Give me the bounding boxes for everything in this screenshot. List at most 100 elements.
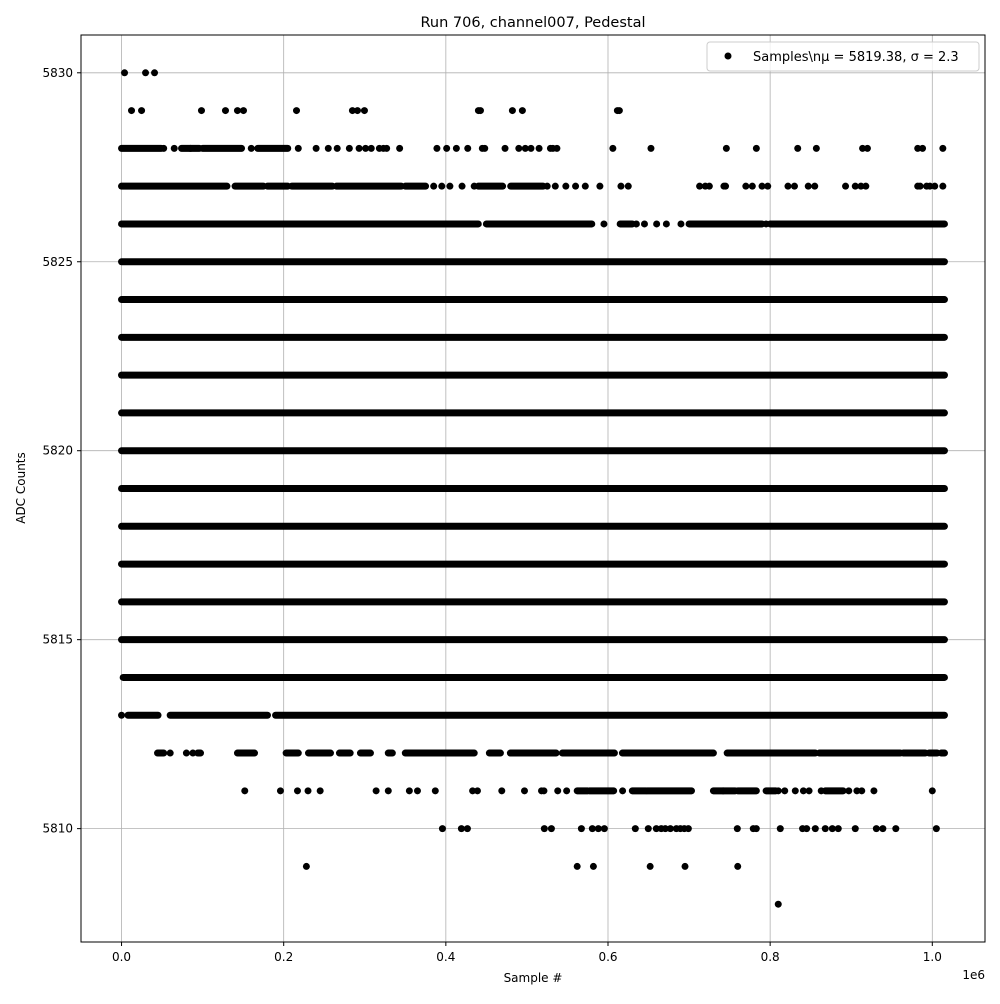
data-point bbox=[666, 825, 674, 833]
y-tick-label: 5815 bbox=[42, 633, 73, 647]
data-point bbox=[345, 144, 353, 152]
data-point bbox=[632, 220, 640, 228]
data-point bbox=[540, 825, 548, 833]
data-point bbox=[476, 107, 484, 115]
data-point bbox=[834, 825, 842, 833]
data-point bbox=[845, 787, 853, 795]
data-point bbox=[573, 862, 581, 870]
x-tick-label: 0.0 bbox=[112, 950, 131, 964]
data-point bbox=[360, 107, 368, 115]
data-point bbox=[842, 182, 850, 190]
data-point bbox=[572, 182, 580, 190]
data-point bbox=[914, 144, 922, 152]
data-point bbox=[646, 862, 654, 870]
data-point bbox=[518, 107, 526, 115]
data-point bbox=[396, 144, 404, 152]
data-point bbox=[600, 825, 608, 833]
data-point bbox=[828, 825, 836, 833]
data-point bbox=[138, 107, 146, 115]
data-point bbox=[182, 749, 190, 757]
data-point bbox=[562, 182, 570, 190]
data-point bbox=[464, 144, 472, 152]
data-point bbox=[166, 749, 174, 757]
data-point bbox=[540, 787, 548, 795]
data-point bbox=[752, 144, 760, 152]
data-point bbox=[446, 182, 454, 190]
data-point bbox=[563, 787, 571, 795]
data-point bbox=[853, 787, 861, 795]
y-tick-label: 5810 bbox=[42, 822, 73, 836]
data-point bbox=[521, 144, 529, 152]
data-point bbox=[892, 825, 900, 833]
data-point bbox=[857, 182, 865, 190]
data-point bbox=[239, 107, 247, 115]
data-point bbox=[734, 862, 742, 870]
data-point bbox=[939, 182, 947, 190]
data-point bbox=[742, 182, 750, 190]
data-point bbox=[312, 144, 320, 152]
data-point bbox=[916, 182, 924, 190]
data-point bbox=[879, 825, 887, 833]
data-point bbox=[160, 144, 168, 152]
data-point bbox=[294, 144, 302, 152]
data-point bbox=[774, 900, 782, 908]
data-point bbox=[470, 182, 478, 190]
data-point bbox=[752, 825, 760, 833]
data-point bbox=[413, 787, 421, 795]
data-point bbox=[430, 182, 438, 190]
data-point bbox=[463, 825, 471, 833]
data-point bbox=[293, 107, 301, 115]
data-point bbox=[367, 144, 375, 152]
data-point bbox=[197, 107, 205, 115]
data-point bbox=[501, 144, 509, 152]
data-point bbox=[662, 220, 670, 228]
data-point bbox=[640, 220, 648, 228]
data-point bbox=[362, 144, 370, 152]
data-point bbox=[383, 144, 391, 152]
data-point bbox=[821, 825, 829, 833]
data-point bbox=[543, 182, 551, 190]
data-point bbox=[431, 787, 439, 795]
data-point bbox=[615, 107, 623, 115]
data-point bbox=[348, 107, 356, 115]
data-point bbox=[805, 787, 813, 795]
ticks: 0.0 0.2 0.4 0.6 0.8 1.0 5810 5815 5820 5825 5830 bbox=[42, 66, 941, 964]
data-point bbox=[647, 144, 655, 152]
data-point bbox=[684, 825, 692, 833]
data-point bbox=[677, 220, 685, 228]
data-point bbox=[862, 182, 870, 190]
data-point bbox=[589, 862, 597, 870]
chart-title: Run 706, channel007, Pedestal bbox=[420, 15, 645, 31]
data-point bbox=[661, 825, 669, 833]
data-point bbox=[405, 787, 413, 795]
data-point bbox=[804, 182, 812, 190]
data-point bbox=[859, 144, 867, 152]
data-point bbox=[372, 787, 380, 795]
y-axis-label: ADC Counts bbox=[14, 452, 28, 524]
data-point bbox=[581, 182, 589, 190]
data-point bbox=[748, 182, 756, 190]
data-point bbox=[151, 69, 159, 77]
data-point bbox=[355, 144, 363, 152]
data-point bbox=[577, 825, 585, 833]
data-marks bbox=[118, 69, 948, 908]
data-point bbox=[870, 787, 878, 795]
x-tick-label: 0.6 bbox=[598, 950, 617, 964]
data-point bbox=[353, 107, 361, 115]
data-point bbox=[733, 825, 741, 833]
data-point bbox=[811, 825, 819, 833]
data-point bbox=[304, 787, 312, 795]
data-point bbox=[653, 220, 661, 228]
data-point bbox=[324, 144, 332, 152]
data-point bbox=[791, 787, 799, 795]
data-point bbox=[719, 787, 727, 795]
data-point bbox=[926, 182, 934, 190]
x-tick-label: 1.0 bbox=[923, 950, 942, 964]
data-point bbox=[458, 182, 466, 190]
data-point bbox=[705, 182, 713, 190]
data-point bbox=[469, 787, 477, 795]
data-point bbox=[722, 182, 730, 190]
data-point bbox=[872, 825, 880, 833]
data-point bbox=[316, 787, 324, 795]
data-point bbox=[624, 182, 632, 190]
